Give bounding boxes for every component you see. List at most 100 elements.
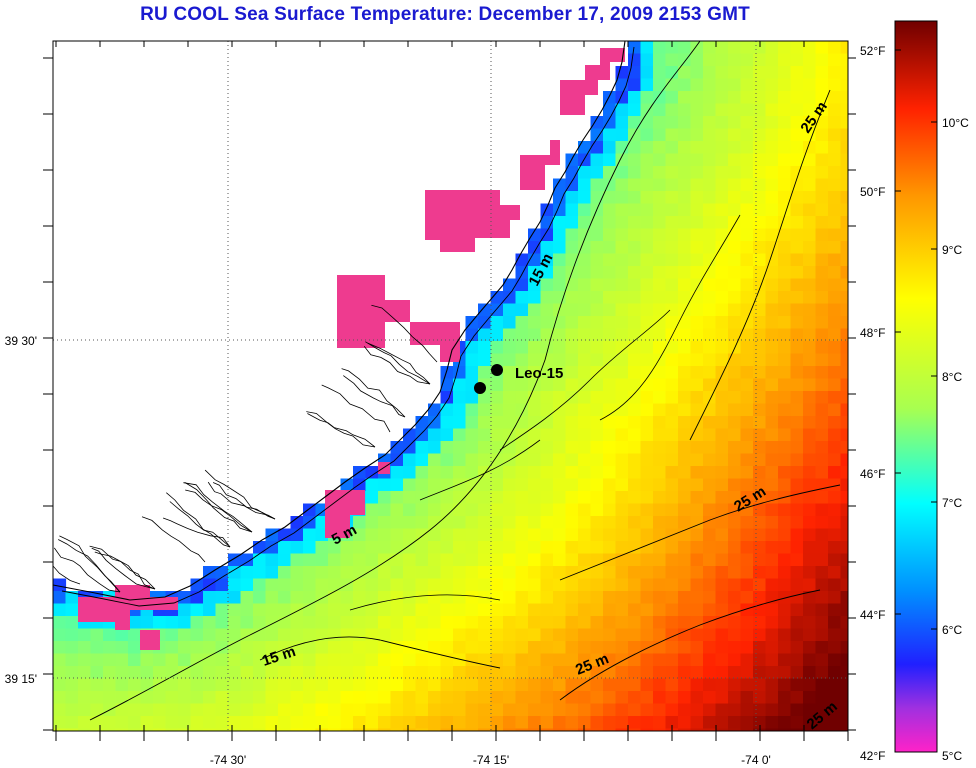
sst-cell [790, 566, 804, 580]
sst-cell [190, 691, 204, 705]
sst-cell [253, 541, 267, 555]
sst-cell [278, 566, 292, 580]
sst-cell [253, 728, 267, 731]
sst-cell [565, 203, 579, 217]
sst-cell [90, 666, 104, 680]
sst-cell [653, 141, 667, 155]
sst-cell [478, 716, 492, 730]
sst-cell [440, 616, 454, 630]
sst-cell [678, 441, 692, 455]
colorbar-ticks [895, 49, 937, 753]
sst-cell [740, 416, 754, 430]
sst-cell [290, 516, 304, 530]
sst-cell [728, 366, 742, 380]
sst-cell [840, 66, 848, 80]
sst-cell [465, 541, 479, 555]
sst-cell [803, 116, 817, 130]
sst-cell [503, 466, 517, 480]
sst-cell [740, 528, 754, 542]
sst-cell [753, 628, 767, 642]
isobath-offshore [599, 214, 741, 421]
sst-cell [165, 691, 179, 705]
sst-cell [815, 566, 829, 580]
sst-cell [690, 653, 704, 667]
sst-cell [703, 353, 717, 367]
sst-cell [728, 103, 742, 117]
sst-cell [690, 128, 704, 142]
sst-cell [140, 616, 154, 630]
sst-cell [315, 666, 329, 680]
sst-cell [390, 528, 404, 542]
sst-cell [378, 666, 392, 680]
sst-cell [640, 353, 654, 367]
sst-cell [153, 716, 167, 730]
sst-cell [115, 703, 129, 717]
sst-cell [440, 466, 454, 480]
sst-cell [490, 453, 504, 467]
sst-cell [778, 278, 792, 292]
sst-cell [378, 616, 392, 630]
sst-cell [553, 391, 567, 405]
sst-cell [440, 553, 454, 567]
sst-cell [578, 728, 592, 731]
sst-cell [803, 78, 817, 92]
sst-cell [615, 178, 629, 192]
sst-cell [740, 178, 754, 192]
sst-cell [265, 591, 279, 605]
sst-cell [653, 228, 667, 242]
sst-cell [190, 641, 204, 655]
sst-cell [740, 678, 754, 692]
sst-cell [65, 641, 79, 655]
sst-cell [790, 253, 804, 267]
sst-cell [828, 303, 842, 317]
sst-cell [715, 91, 729, 105]
sst-cell [528, 378, 542, 392]
sst-cell [653, 41, 667, 55]
sst-cell [90, 703, 104, 717]
sst-cell [428, 553, 442, 567]
sst-cell [778, 653, 792, 667]
sst-cell [628, 378, 642, 392]
sst-cell [540, 291, 554, 305]
sst-cell [640, 403, 654, 417]
leo15-station[interactable]: Leo-15 [474, 364, 563, 394]
sst-cell [465, 641, 479, 655]
sst-cell [540, 503, 554, 517]
sst-cell [553, 253, 567, 267]
sst-cell [53, 653, 67, 667]
sst-cell [778, 716, 792, 730]
sst-cell [690, 378, 704, 392]
sst-cell [628, 603, 642, 617]
sst-cell [728, 66, 742, 80]
sst-cell [790, 78, 804, 92]
sst-cell [790, 66, 804, 80]
sst-cell [803, 553, 817, 567]
sst-cell [740, 316, 754, 330]
sst-cell [65, 603, 79, 617]
sst-cell [465, 503, 479, 517]
sst-cell [803, 253, 817, 267]
sst-cell [240, 603, 254, 617]
sst-cell [640, 141, 654, 155]
sst-cell [778, 403, 792, 417]
marsh-contour [307, 413, 376, 448]
sst-cell [815, 141, 829, 155]
sst-cell [615, 653, 629, 667]
sst-cell [265, 603, 279, 617]
sst-cell [540, 428, 554, 442]
sst-cell [615, 316, 629, 330]
sst-cell [765, 428, 779, 442]
sst-cell [465, 591, 479, 605]
sst-cell [703, 628, 717, 642]
sst-cell [703, 516, 717, 530]
sst-cell [578, 416, 592, 430]
sst-cell [340, 691, 354, 705]
sst-cell [315, 691, 329, 705]
sst-cell [765, 466, 779, 480]
sst-cell [703, 678, 717, 692]
sst-cell [803, 628, 817, 642]
sst-cell [528, 716, 542, 730]
cb-f-42: 42°F [860, 749, 885, 763]
sst-cell [403, 603, 417, 617]
sst-cell [653, 566, 667, 580]
